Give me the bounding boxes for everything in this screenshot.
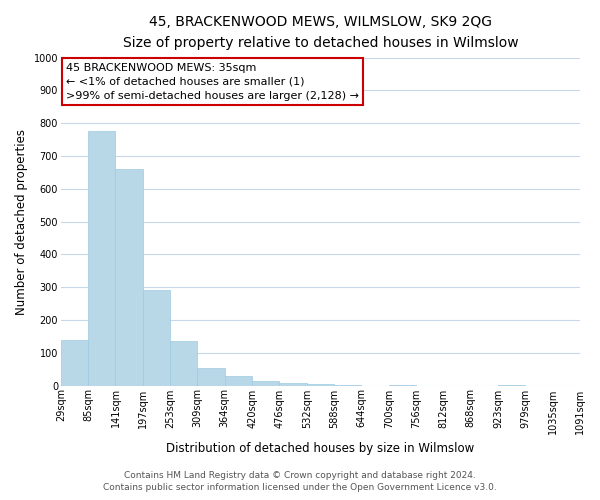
Bar bbox=[307, 384, 334, 386]
Bar bbox=[170, 342, 197, 386]
Text: 45 BRACKENWOOD MEWS: 35sqm
← <1% of detached houses are smaller (1)
>99% of semi: 45 BRACKENWOOD MEWS: 35sqm ← <1% of deta… bbox=[66, 62, 359, 100]
Bar bbox=[225, 376, 252, 386]
Bar bbox=[389, 385, 416, 386]
X-axis label: Distribution of detached houses by size in Wilmslow: Distribution of detached houses by size … bbox=[166, 442, 475, 455]
Bar bbox=[280, 383, 307, 386]
Bar bbox=[197, 368, 225, 386]
Bar bbox=[334, 384, 361, 386]
Bar bbox=[143, 290, 170, 386]
Bar bbox=[252, 380, 280, 386]
Bar bbox=[88, 132, 115, 386]
Bar bbox=[115, 169, 143, 386]
Text: Contains HM Land Registry data © Crown copyright and database right 2024.
Contai: Contains HM Land Registry data © Crown c… bbox=[103, 471, 497, 492]
Title: 45, BRACKENWOOD MEWS, WILMSLOW, SK9 2QG
Size of property relative to detached ho: 45, BRACKENWOOD MEWS, WILMSLOW, SK9 2QG … bbox=[122, 15, 518, 50]
Bar bbox=[61, 340, 88, 386]
Y-axis label: Number of detached properties: Number of detached properties bbox=[15, 128, 28, 314]
